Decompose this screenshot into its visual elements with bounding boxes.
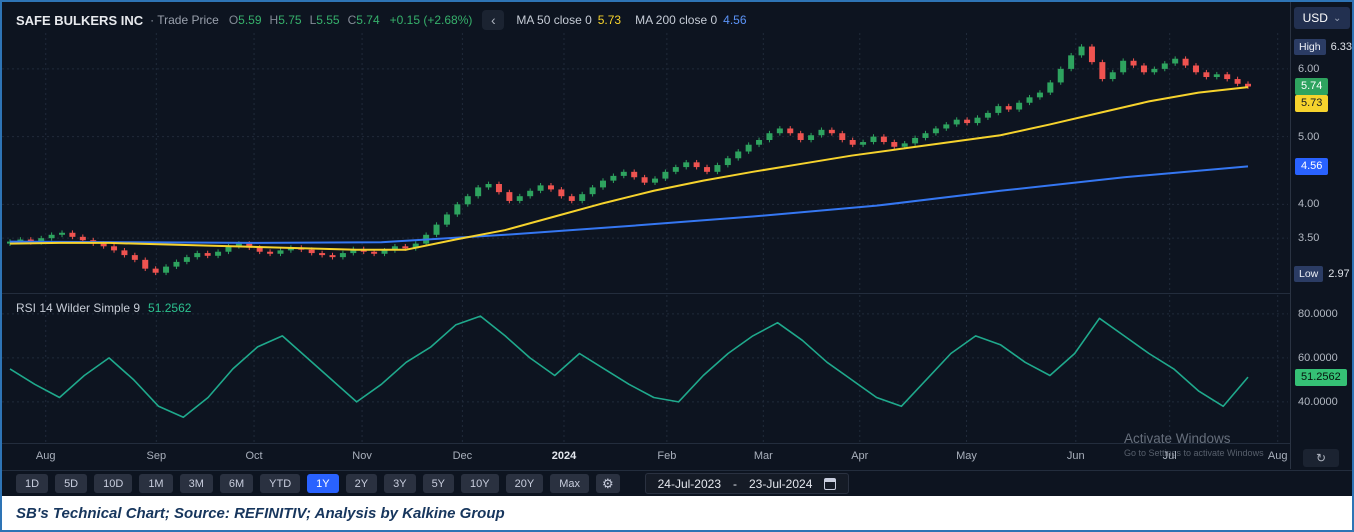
timeframe-10y-button[interactable]: 10Y	[461, 474, 499, 493]
time-axis[interactable]: Aug Sep Oct Nov Dec 2024 Feb Mar Apr May Jun Jul Aug	[2, 444, 1288, 469]
rsi-axis-label: 80.0000	[1298, 307, 1338, 320]
caption-bar: SB's Technical Chart; Source: REFINITIV;…	[2, 496, 1352, 530]
low-marker: Low 2.97	[1294, 266, 1350, 283]
pane-divider	[2, 293, 1352, 294]
timeframe-10d-button[interactable]: 10D	[94, 474, 133, 493]
chart-caption: SB's Technical Chart; Source: REFINITIV;…	[16, 504, 505, 522]
calendar-icon	[824, 477, 837, 490]
circular-arrow-icon: ↻	[1315, 451, 1327, 465]
time-axis-label: Nov	[352, 450, 372, 462]
open-value: 5.59	[238, 13, 262, 27]
time-axis-label: Dec	[452, 450, 473, 462]
time-axis-label: Sep	[146, 450, 167, 462]
ma50-legend-value: 5.73	[597, 13, 622, 27]
legend-collapse-button[interactable]: ‹	[482, 10, 505, 30]
timeframe-5d-button[interactable]: 5D	[55, 474, 88, 493]
price-change: +0.15 (+2.68%)	[389, 13, 473, 27]
timeframe-20y-button[interactable]: 20Y	[505, 474, 544, 493]
range-toolbar: 1D 5D 10D 1M 3M 6M YTD 1Y 2Y 3Y 5Y 10Y 2…	[2, 470, 1352, 496]
open-label: O	[228, 13, 239, 27]
time-axis-label: 2024	[551, 450, 577, 462]
date-to: 23-Jul-2024	[749, 476, 813, 491]
time-axis-label: May	[956, 450, 977, 462]
high-value: 5.75	[278, 13, 302, 27]
timeframe-6m-button[interactable]: 6M	[219, 474, 254, 493]
axis-divider	[2, 443, 1352, 444]
time-axis-label: Jul	[1162, 450, 1177, 462]
price-axis-label: 3.50	[1298, 232, 1320, 245]
rsi-chart[interactable]	[2, 295, 1288, 443]
price-gridlines	[2, 33, 1288, 291]
timeframe-5y-button[interactable]: 5Y	[422, 474, 455, 493]
timeframe-3y-button[interactable]: 3Y	[384, 474, 416, 493]
high-chip: High	[1294, 38, 1326, 55]
candlestick-series	[7, 44, 1251, 276]
currency-dropdown[interactable]: USD ⌄	[1294, 7, 1350, 29]
date-range-picker[interactable]: 24-Jul-2023 - 23-Jul-2024	[644, 473, 850, 494]
date-separator: -	[733, 476, 737, 491]
time-axis-label: Apr	[851, 450, 869, 462]
price-scale[interactable]: USD ⌄ ↻ 6.00 5.00 4.00 3.50 High 6.33 Low 2.97 5…	[1290, 2, 1352, 469]
rsi-line	[9, 315, 1249, 419]
price-axis-label: 6.00	[1298, 62, 1320, 75]
last-price-badge: 5.74	[1295, 77, 1329, 95]
timeframe-3m-button[interactable]: 3M	[179, 474, 213, 493]
date-from: 24-Jul-2023	[657, 476, 721, 491]
ma50-legend-label: MA 50 close 0	[516, 13, 592, 27]
close-label: C	[347, 13, 357, 27]
time-axis-label: Aug	[1267, 450, 1288, 462]
timeframe-2y-button[interactable]: 2Y	[345, 474, 378, 493]
time-axis-label: Feb	[657, 450, 677, 462]
high-price-value: 6.33	[1330, 40, 1352, 53]
chevron-down-icon: ⌄	[1332, 12, 1342, 24]
currency-label: USD	[1302, 11, 1328, 25]
time-axis-label: Mar	[753, 450, 773, 462]
low-label: L	[309, 13, 317, 27]
rsi-legend-label: RSI 14 Wilder Simple 9	[16, 301, 141, 315]
ma200-legend-label: MA 200 close 0	[635, 13, 718, 27]
chart-settings-button[interactable]: ⚙	[595, 474, 620, 493]
timeframe-1y-button[interactable]: 1Y	[307, 474, 339, 493]
low-price-value: 2.97	[1328, 268, 1350, 281]
rsi-pane-legend: RSI 14 Wilder Simple 9 51.2562	[16, 301, 191, 315]
high-label: H	[269, 13, 279, 27]
charting-application: SAFE BULKERS INC · Trade Price O 5.59 H …	[2, 2, 1352, 496]
scale-reset-button[interactable]: ↻	[1303, 449, 1339, 467]
high-marker: High 6.33	[1294, 38, 1352, 55]
rsi-axis-label: 40.0000	[1298, 395, 1338, 408]
ma50-line	[9, 86, 1249, 251]
ma200-value-badge: 4.56	[1295, 157, 1329, 175]
timeframe-1m-button[interactable]: 1M	[139, 474, 173, 493]
gear-icon: ⚙	[601, 475, 614, 491]
close-value: 5.74	[356, 13, 380, 27]
timeframe-max-button[interactable]: Max	[550, 474, 589, 493]
timeframe-1d-button[interactable]: 1D	[16, 474, 49, 493]
timeframe-ytd-button[interactable]: YTD	[260, 474, 301, 493]
price-pane-legend: SAFE BULKERS INC · Trade Price O 5.59 H …	[16, 10, 753, 30]
ma200-line	[9, 165, 1249, 244]
rsi-gridlines	[2, 295, 1288, 443]
time-axis-label: Jun	[1066, 450, 1085, 462]
low-value: 5.55	[316, 13, 340, 27]
ma50-value-badge: 5.73	[1295, 95, 1329, 113]
time-axis-label: Aug	[35, 450, 56, 462]
rsi-value-badge: 51.2562	[1295, 368, 1347, 386]
series-type-label: · Trade Price	[150, 13, 219, 27]
rsi-legend-value: 51.2562	[148, 301, 192, 315]
time-axis-label: Oct	[245, 450, 263, 462]
chevron-left-icon: ‹	[491, 12, 496, 28]
rsi-axis-label: 60.0000	[1298, 351, 1338, 364]
price-axis-label: 5.00	[1298, 130, 1320, 143]
price-axis-label: 4.00	[1298, 198, 1320, 211]
price-candlestick-chart[interactable]	[2, 33, 1288, 291]
ma200-legend-value: 4.56	[723, 13, 747, 27]
low-chip: Low	[1294, 266, 1324, 283]
instrument-name: SAFE BULKERS INC	[16, 12, 144, 28]
